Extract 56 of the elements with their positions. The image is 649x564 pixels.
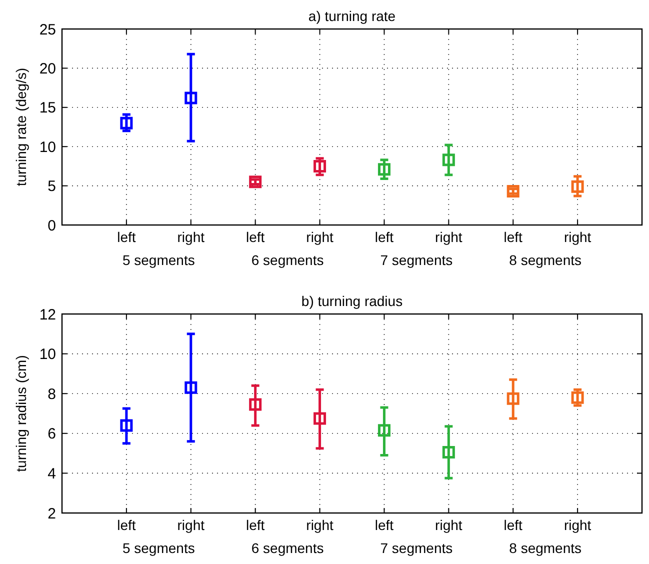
x-tick-label: right xyxy=(306,229,334,245)
text: 6 segments xyxy=(251,540,324,556)
point xyxy=(184,92,198,104)
y-tick-label: 10 xyxy=(39,346,56,364)
x-tick-label: left xyxy=(374,229,394,245)
x-tick-label: left xyxy=(504,517,523,533)
y-axis-title: turning rate (deg/s) xyxy=(13,68,29,186)
x-tick-label: left xyxy=(504,229,523,245)
text: 8 segments xyxy=(509,252,582,268)
y-tick-label: 20 xyxy=(39,60,56,78)
x-tick-label: right xyxy=(177,229,205,245)
text: 5 segments xyxy=(122,252,195,268)
chart-title: a) turning rate xyxy=(308,8,396,24)
y-tick-label: 2 xyxy=(48,505,56,522)
y-axis-title: turning radius (cm) xyxy=(13,355,29,472)
x-tick-label: left xyxy=(246,517,265,533)
x-tick-label: left xyxy=(117,229,136,245)
x-tick-label: left xyxy=(374,517,394,533)
text: 8 segments xyxy=(509,540,582,556)
point xyxy=(442,446,455,459)
y-tick-label: 4 xyxy=(48,465,56,482)
chart-title: b) turning radius xyxy=(301,293,403,309)
y-tick-label: 8 xyxy=(48,386,56,403)
point xyxy=(442,154,455,166)
x-tick-label: right xyxy=(306,517,334,533)
point xyxy=(184,381,198,394)
point xyxy=(249,398,262,411)
y-tick-label: 12 xyxy=(39,306,56,324)
point xyxy=(571,391,584,404)
x-tick-label: right xyxy=(435,229,462,245)
y-tick-label: 5 xyxy=(48,178,56,196)
x-tick-label: left xyxy=(246,229,265,245)
point xyxy=(314,412,326,425)
y-tick-label: 25 xyxy=(39,21,56,38)
x-tick-label: right xyxy=(564,517,592,533)
text: 7 segments xyxy=(380,252,453,268)
x-tick-label: right xyxy=(564,229,592,245)
y-tick-label: 0 xyxy=(48,217,56,234)
point xyxy=(506,392,520,405)
point xyxy=(506,185,520,198)
point xyxy=(378,424,390,437)
y-tick-label: 15 xyxy=(39,100,56,117)
y-tick-label: 6 xyxy=(48,426,56,443)
x-tick-label: right xyxy=(435,517,462,533)
text: 5 segments xyxy=(122,540,195,556)
point xyxy=(571,180,584,193)
point xyxy=(314,160,326,172)
y-tick-label: 10 xyxy=(39,138,56,156)
text: 6 segments xyxy=(251,252,324,268)
point xyxy=(378,163,390,176)
text: 7 segments xyxy=(380,540,453,556)
point xyxy=(120,419,133,432)
point xyxy=(120,116,133,130)
x-tick-label: right xyxy=(177,517,205,533)
x-tick-label: left xyxy=(117,517,136,533)
point xyxy=(249,176,262,188)
